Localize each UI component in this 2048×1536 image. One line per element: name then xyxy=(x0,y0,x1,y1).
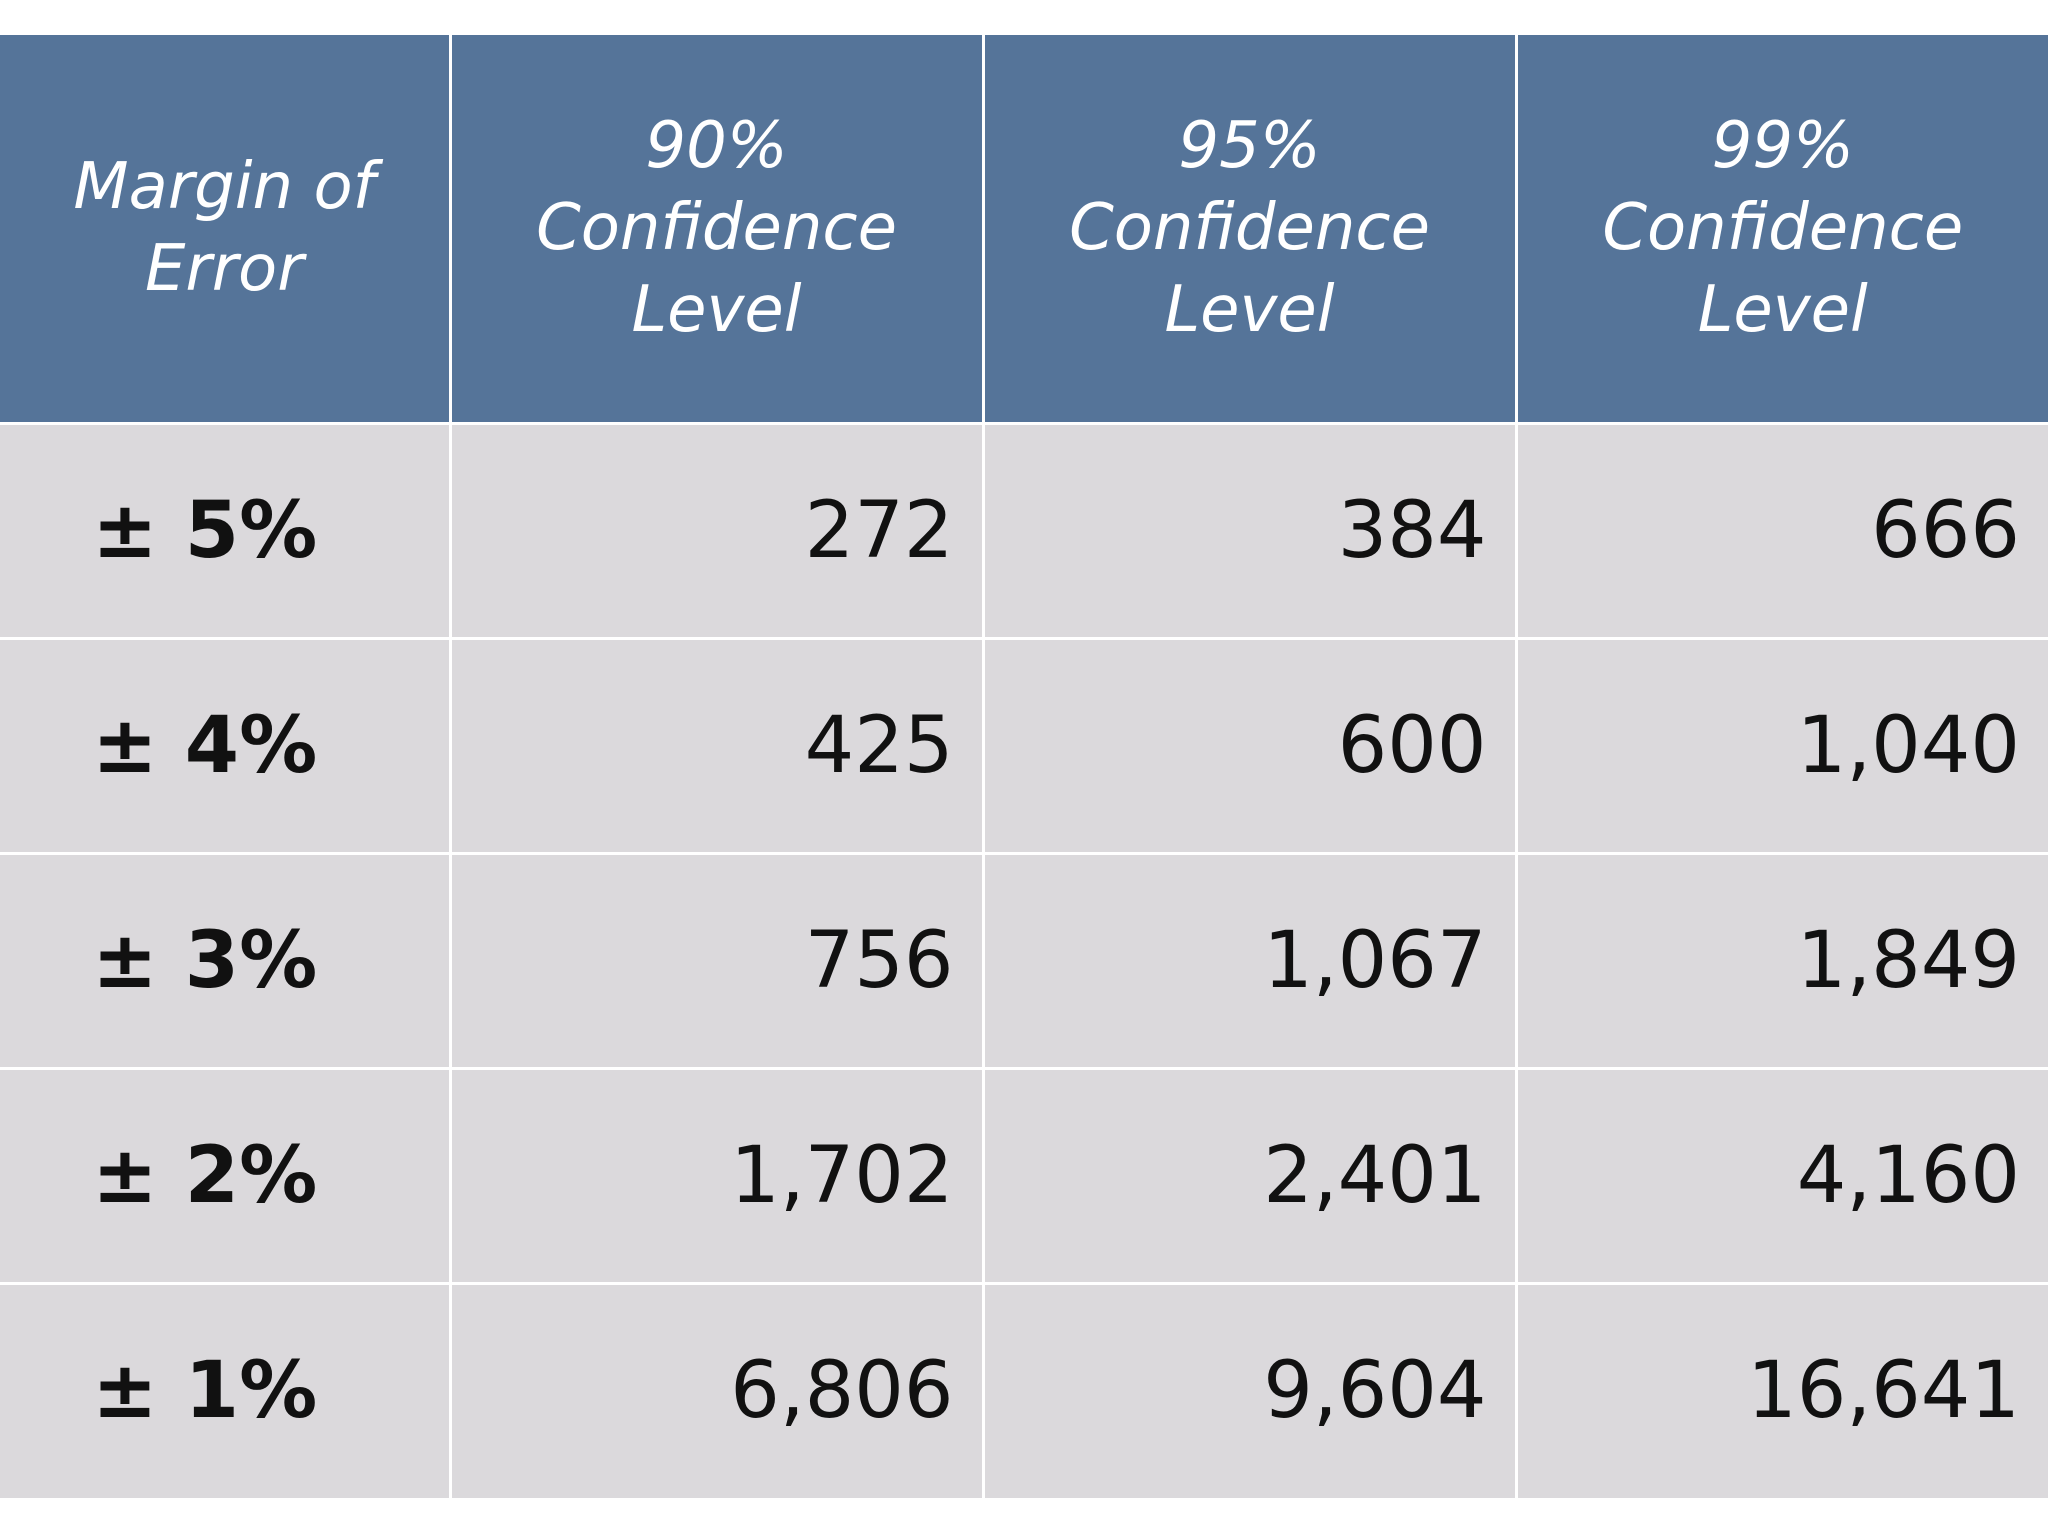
header-line: Error xyxy=(144,232,304,307)
header-line: 90% xyxy=(645,109,788,184)
margin-cell: ± 1% xyxy=(0,1281,452,1498)
header-line: Margin of xyxy=(73,150,376,225)
sample-size-95-cell: 384 xyxy=(983,421,1518,638)
margin-cell: ± 3% xyxy=(0,851,452,1068)
sample-size-90-cell: 756 xyxy=(450,851,985,1068)
table-body: ± 5% 272 384 666 ± 4% 425 600 1,040 ± 3%… xyxy=(0,421,2048,1498)
margin-cell: ± 5% xyxy=(0,421,452,638)
header-99-confidence: 99% Confidence Level xyxy=(1516,35,2048,423)
header-line: Confidence xyxy=(1069,191,1430,266)
sample-size-90-cell: 6,806 xyxy=(450,1281,985,1498)
sample-size-99-cell: 4,160 xyxy=(1516,1066,2048,1283)
header-line: 99% xyxy=(1711,109,1854,184)
header-row: Margin of Error 90% Confidence Level 95%… xyxy=(0,35,2048,423)
margin-cell: ± 2% xyxy=(0,1066,452,1283)
sample-size-99-cell: 1,040 xyxy=(1516,636,2048,853)
header-line: Confidence xyxy=(1602,191,1964,266)
table-row: ± 3% 756 1,067 1,849 xyxy=(0,851,2048,1068)
table-header: Margin of Error 90% Confidence Level 95%… xyxy=(0,35,2048,423)
sample-size-99-cell: 666 xyxy=(1516,421,2048,638)
table-row: ± 2% 1,702 2,401 4,160 xyxy=(0,1066,2048,1283)
sample-size-90-cell: 1,702 xyxy=(450,1066,985,1283)
sample-size-95-cell: 1,067 xyxy=(983,851,1518,1068)
table-row: ± 5% 272 384 666 xyxy=(0,421,2048,638)
sample-size-95-cell: 600 xyxy=(983,636,1518,853)
sample-size-90-cell: 272 xyxy=(450,421,985,638)
margin-cell: ± 4% xyxy=(0,636,452,853)
header-margin-of-error: Margin of Error xyxy=(0,35,452,423)
table-row: ± 4% 425 600 1,040 xyxy=(0,636,2048,853)
header-line: Level xyxy=(631,273,802,348)
sample-size-99-cell: 16,641 xyxy=(1516,1281,2048,1498)
header-95-confidence: 95% Confidence Level xyxy=(983,35,1518,423)
sample-size-90-cell: 425 xyxy=(450,636,985,853)
sample-size-99-cell: 1,849 xyxy=(1516,851,2048,1068)
header-line: Level xyxy=(1697,273,1868,348)
sample-size-table: Margin of Error 90% Confidence Level 95%… xyxy=(0,35,2048,1498)
sample-size-95-cell: 9,604 xyxy=(983,1281,1518,1498)
header-line: 95% xyxy=(1178,109,1321,184)
sample-size-95-cell: 2,401 xyxy=(983,1066,1518,1283)
header-line: Level xyxy=(1164,273,1335,348)
header-line: Confidence xyxy=(536,191,897,266)
header-90-confidence: 90% Confidence Level xyxy=(450,35,985,423)
table-row: ± 1% 6,806 9,604 16,641 xyxy=(0,1281,2048,1498)
